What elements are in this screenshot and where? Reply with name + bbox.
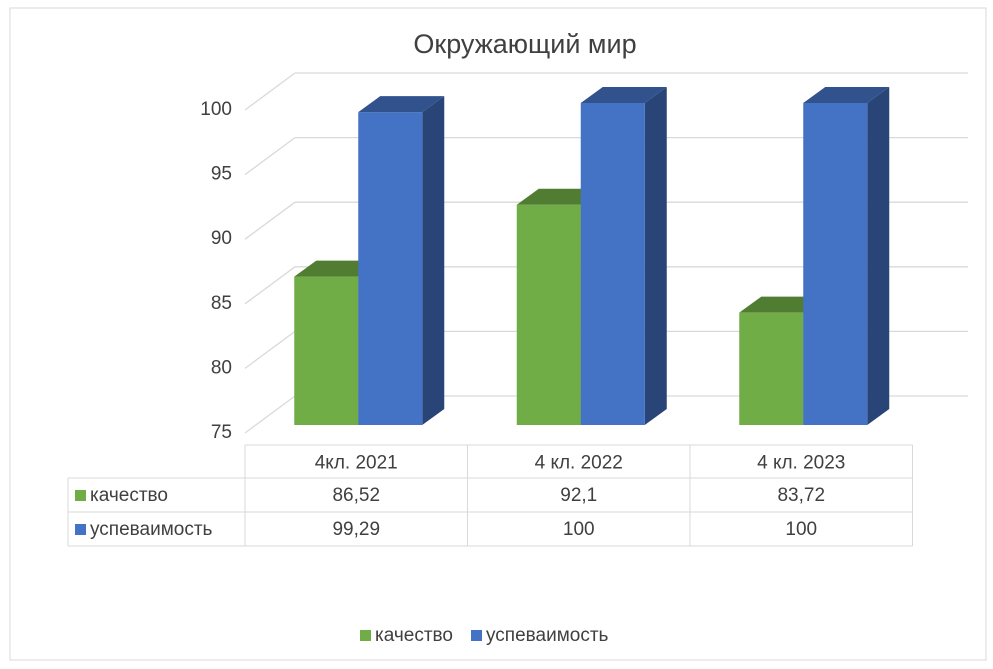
- grid-line: [244, 266, 296, 305]
- bar: [739, 312, 804, 425]
- legend-label: качество: [375, 625, 453, 646]
- grid-line: [244, 72, 296, 111]
- y-tick-label: 100: [200, 99, 232, 120]
- table-legend-key: [75, 490, 86, 501]
- y-tick-label: 95: [211, 164, 232, 185]
- bar-top: [358, 96, 445, 113]
- bar: [358, 112, 423, 425]
- chart-title: Окружающий мир: [413, 29, 636, 59]
- table-cell: 100: [563, 519, 595, 540]
- bar: [580, 103, 645, 425]
- y-tick-label: 75: [211, 422, 232, 443]
- grid-line: [244, 330, 296, 369]
- y-tick-label: 80: [211, 357, 232, 378]
- table-row-label: качество: [90, 485, 168, 506]
- table-cell: 99,29: [332, 519, 380, 540]
- table-header: 4 кл. 2022: [535, 453, 623, 474]
- bar-side: [422, 96, 445, 425]
- grid-line: [244, 395, 296, 434]
- y-tick-label: 90: [211, 228, 232, 249]
- legend-key: [471, 630, 482, 641]
- bar-top: [580, 87, 667, 103]
- legend-key: [360, 630, 371, 641]
- table-legend-key: [75, 524, 86, 535]
- table-cell: 100: [785, 519, 817, 540]
- table-header: 4 кл. 2023: [757, 453, 845, 474]
- bar: [803, 103, 868, 425]
- bar: [516, 204, 581, 425]
- y-tick-label: 85: [211, 293, 232, 314]
- bar-side: [644, 87, 667, 425]
- legend-label: успеваимость: [486, 625, 609, 646]
- grid-line: [244, 137, 296, 176]
- grid-line: [244, 201, 296, 240]
- table-cell: 92,1: [560, 485, 597, 506]
- table-header: 4кл. 2021: [315, 453, 398, 474]
- bar-top: [803, 87, 890, 103]
- table-cell: 83,72: [777, 485, 825, 506]
- bar: [294, 276, 359, 425]
- table-row-label: успеваимость: [90, 519, 213, 540]
- table-cell: 86,52: [332, 485, 380, 506]
- bar-side: [867, 87, 890, 425]
